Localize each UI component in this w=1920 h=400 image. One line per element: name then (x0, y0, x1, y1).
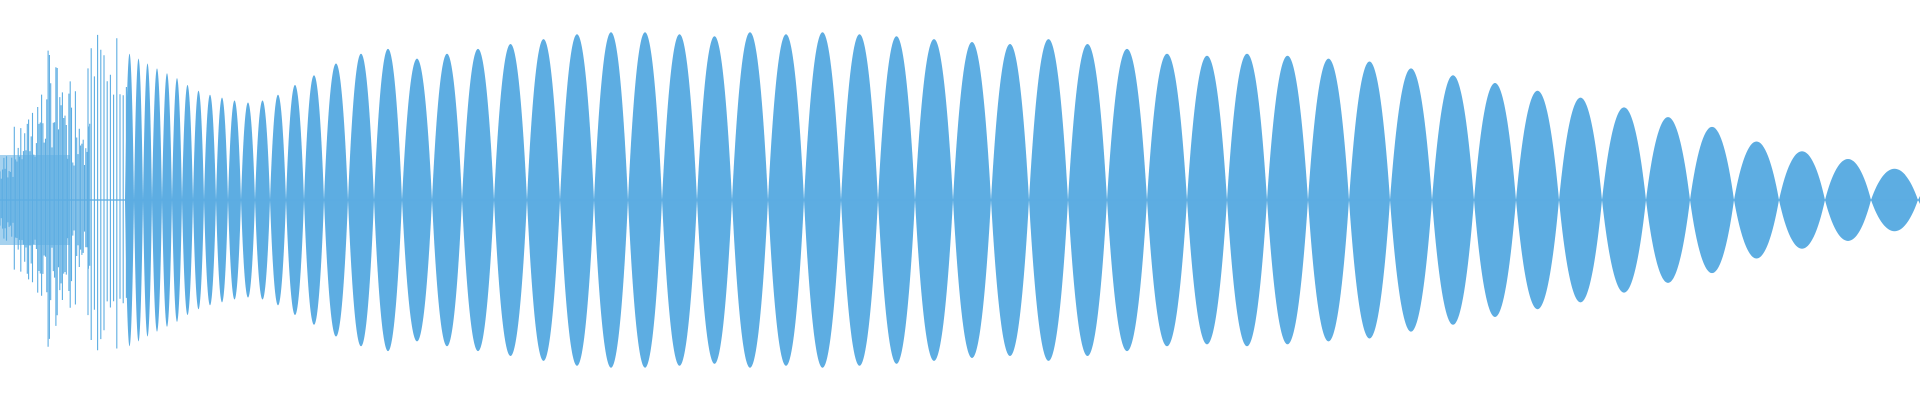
waveform-dense-section (0, 34, 127, 351)
waveform-lobes (0, 32, 1920, 368)
